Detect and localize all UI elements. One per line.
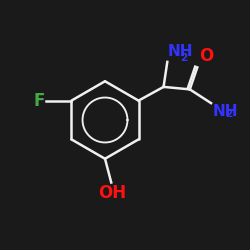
Text: 2: 2: [225, 108, 232, 119]
Text: O: O: [199, 48, 214, 65]
Text: OH: OH: [98, 184, 126, 202]
Text: NH: NH: [212, 104, 238, 120]
Text: F: F: [33, 92, 44, 110]
Text: 2: 2: [180, 53, 188, 63]
Text: NH: NH: [167, 44, 193, 60]
